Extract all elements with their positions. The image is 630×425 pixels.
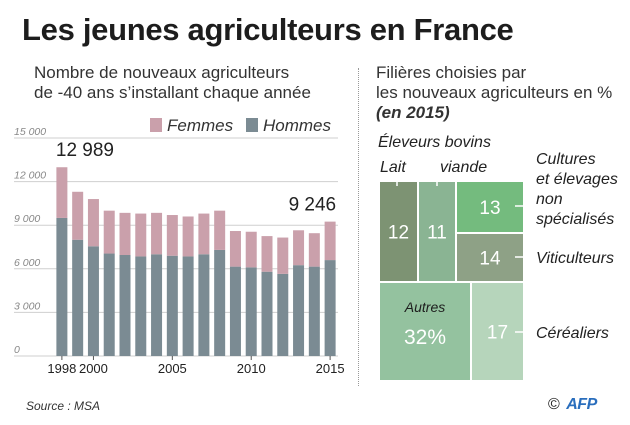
treemap-value: 14 bbox=[479, 249, 501, 270]
bar-hommes bbox=[182, 256, 194, 356]
x-tick-label: 2015 bbox=[316, 361, 345, 376]
bar-hommes bbox=[324, 260, 336, 356]
connector-line bbox=[515, 163, 538, 207]
bar-femmes bbox=[119, 212, 131, 255]
bar-hommes bbox=[261, 271, 273, 356]
copyright-symbol: © bbox=[548, 396, 560, 413]
treemap-label-cultures: non bbox=[536, 191, 563, 208]
source-note: Source : MSA bbox=[26, 399, 101, 413]
treemap-value: 32% bbox=[404, 326, 446, 349]
bar-femmes bbox=[56, 167, 68, 218]
afp-credit: © AFP bbox=[548, 396, 597, 414]
bar-hommes bbox=[72, 239, 84, 356]
treemap-subtitle-line1: Filières choisies par bbox=[376, 63, 527, 82]
panel-divider bbox=[358, 68, 359, 386]
legend-swatch-femmes bbox=[150, 118, 162, 132]
y-tick-label: 12 000 bbox=[14, 170, 46, 182]
bar-hommes bbox=[198, 254, 210, 356]
afp-logo: AFP bbox=[566, 396, 597, 413]
y-tick-label: 9 000 bbox=[14, 213, 40, 225]
bar-hommes bbox=[151, 254, 163, 356]
treemap-label-cultures: et élevages bbox=[536, 171, 618, 188]
bar-hommes bbox=[245, 267, 257, 356]
treemap-subtitle-year: (en 2015) bbox=[376, 103, 450, 122]
bar-chart-subtitle-line1: Nombre de nouveaux agriculteurs bbox=[34, 63, 290, 82]
treemap-label-cultures: Cultures bbox=[536, 151, 596, 168]
bar-hommes bbox=[214, 249, 226, 356]
x-tick-label: 1998 bbox=[47, 361, 76, 376]
bar-femmes bbox=[261, 236, 273, 272]
treemap-value: 17 bbox=[487, 323, 508, 344]
bar-hommes bbox=[166, 255, 178, 356]
x-tick-label: 2005 bbox=[158, 361, 187, 376]
bar-hommes bbox=[308, 266, 320, 356]
treemap-value: 11 bbox=[427, 223, 447, 244]
bar-hommes bbox=[293, 265, 305, 356]
treemap-subtitle: Filières choisies par les nouveaux agric… bbox=[376, 63, 612, 123]
bar-femmes bbox=[87, 199, 99, 247]
bar-femmes bbox=[72, 191, 84, 240]
bar-annotation: 9 246 bbox=[289, 195, 337, 216]
treemap-value: 12 bbox=[388, 223, 409, 244]
bar-hommes bbox=[277, 273, 289, 356]
legend-swatch-hommes bbox=[246, 118, 258, 132]
x-tick-label: 2010 bbox=[237, 361, 266, 376]
treemap-cell-cultures-et-levages-non-sp-cialis-s bbox=[457, 182, 523, 232]
treemap-cell-autres bbox=[380, 283, 470, 380]
treemap-label-viande: viande bbox=[440, 159, 487, 176]
treemap-group-label: Éleveurs bovins bbox=[378, 132, 491, 151]
bar-femmes bbox=[229, 231, 241, 267]
bar-femmes bbox=[245, 231, 257, 268]
bar-hommes bbox=[56, 217, 68, 356]
treemap-chart: 12 11 13 14 32% 17 Autres Éleveurs bovins Lait vi… bbox=[378, 132, 618, 380]
bar-femmes bbox=[293, 230, 305, 266]
bar-femmes bbox=[151, 212, 163, 255]
treemap-label-cerealiers: Céréaliers bbox=[536, 325, 609, 342]
bar-femmes bbox=[135, 213, 147, 257]
page-title: Les jeunes agriculteurs en France bbox=[22, 12, 514, 47]
bar-chart-subtitle: Nombre de nouveaux agriculteurs de -40 a… bbox=[34, 63, 311, 103]
bar-femmes bbox=[198, 213, 210, 255]
y-tick-label: 15 000 bbox=[14, 126, 46, 138]
y-tick-label: 0 bbox=[14, 344, 20, 356]
treemap-cell--leveurs-bovins-viande bbox=[419, 182, 455, 281]
bar-hommes bbox=[135, 256, 147, 356]
treemap-subtitle-line2: les nouveaux agriculteurs en % bbox=[376, 83, 613, 102]
bar-femmes bbox=[277, 237, 289, 274]
x-tick-label: 2000 bbox=[79, 361, 108, 376]
bar-femmes bbox=[308, 233, 320, 267]
bar-hommes bbox=[229, 266, 241, 356]
treemap-cell-viticulteurs bbox=[457, 234, 523, 281]
bar-hommes bbox=[87, 246, 99, 356]
bar-femmes bbox=[324, 221, 336, 261]
treemap-cell-c-r-aliers bbox=[472, 283, 523, 380]
y-tick-label: 6 000 bbox=[14, 257, 40, 269]
treemap-label-lait: Lait bbox=[380, 159, 406, 176]
bar-femmes bbox=[103, 210, 115, 254]
bar-femmes bbox=[214, 210, 226, 250]
bar-femmes bbox=[182, 216, 194, 257]
bar-chart-subtitle-line2: de -40 ans s’installant chaque année bbox=[34, 83, 311, 102]
bar-chart: 0 3 000 6 000 9 000 12 000 15 000 1998 2000 2005… bbox=[14, 116, 345, 376]
treemap-cell--leveurs-bovins-lait bbox=[380, 182, 417, 281]
bar-annotation: 12 989 bbox=[56, 140, 114, 161]
bar-hommes bbox=[103, 253, 115, 356]
treemap-value: 13 bbox=[479, 198, 500, 219]
treemap-label-cultures: spécialisés bbox=[536, 211, 614, 228]
y-tick-label: 3 000 bbox=[14, 300, 40, 312]
legend-label-femmes: Femmes bbox=[167, 116, 234, 135]
legend-label-hommes: Hommes bbox=[263, 116, 332, 135]
bar-hommes bbox=[119, 254, 131, 356]
bar-femmes bbox=[166, 215, 178, 256]
treemap-label-viticulteurs: Viticulteurs bbox=[536, 250, 614, 267]
treemap-label-autres: Autres bbox=[404, 299, 445, 315]
